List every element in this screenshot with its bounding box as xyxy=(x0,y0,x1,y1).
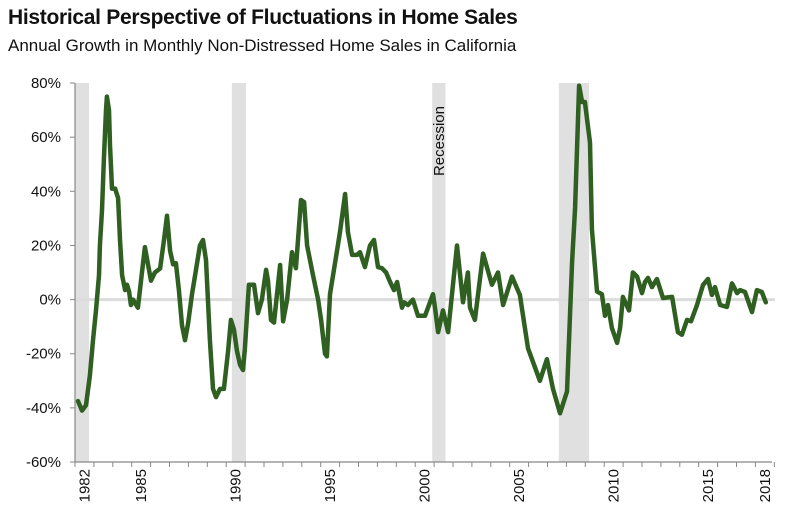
y-tick-label: 80% xyxy=(31,75,61,92)
y-tick-label: -60% xyxy=(26,454,61,471)
recession-band xyxy=(231,83,247,462)
recession-band xyxy=(432,83,446,462)
x-tick-label: 2000 xyxy=(417,469,434,502)
chart-subtitle: Annual Growth in Monthly Non-Distressed … xyxy=(8,36,517,55)
x-tick-label: 1990 xyxy=(228,469,245,502)
x-tick-label: 1982 xyxy=(76,469,93,502)
x-tick-label: 2018 xyxy=(757,469,774,502)
y-tick-label: 60% xyxy=(31,129,61,146)
y-tick-label: 20% xyxy=(31,237,61,254)
x-tick-label: 2005 xyxy=(511,469,528,502)
x-tick-label: 1995 xyxy=(322,469,339,502)
y-tick-label: -20% xyxy=(26,346,61,363)
x-tick-label: 2010 xyxy=(606,469,623,502)
y-tick-label: 0% xyxy=(39,292,61,309)
x-tick-label: 2015 xyxy=(700,469,717,502)
series-line xyxy=(75,83,769,416)
y-tick-label: -40% xyxy=(26,400,61,417)
chart-title: Historical Perspective of Fluctuations i… xyxy=(8,6,518,29)
recession-band xyxy=(75,83,89,462)
recession-annotation: Recession xyxy=(431,106,448,176)
y-tick-label: 40% xyxy=(31,183,61,200)
x-tick-label: 1985 xyxy=(133,469,150,502)
